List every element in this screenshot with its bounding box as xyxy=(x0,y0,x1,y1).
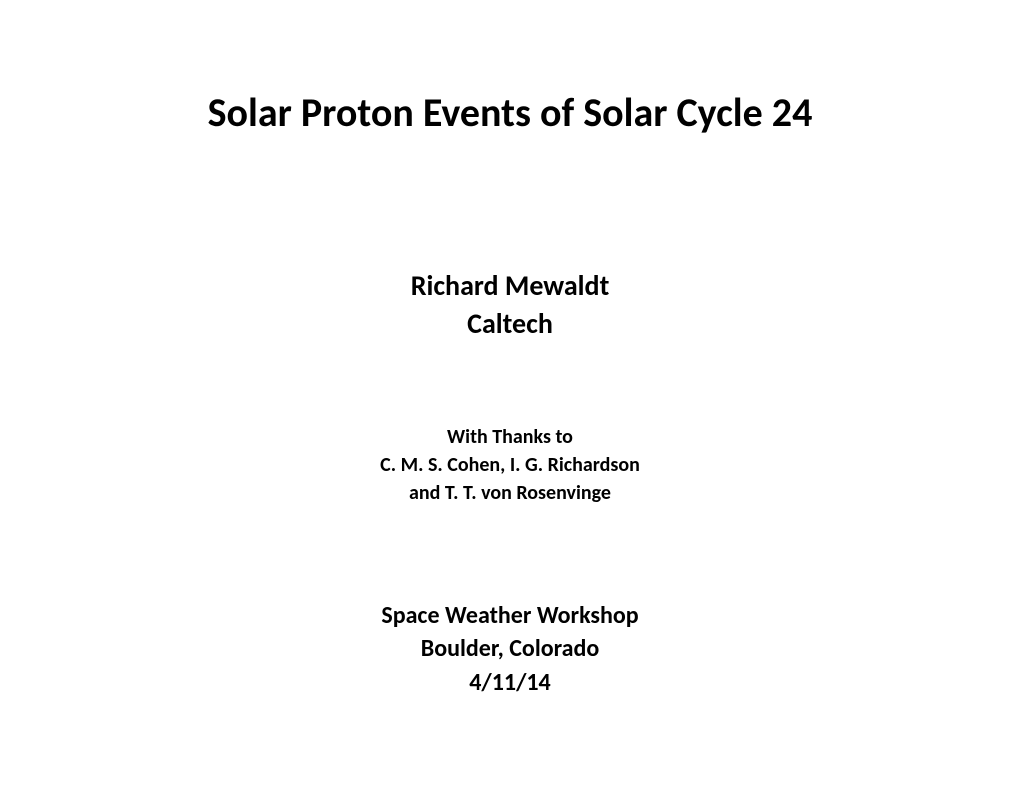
venue-location: Boulder, Colorado xyxy=(0,632,1020,666)
slide-title: Solar Proton Events of Solar Cycle 24 xyxy=(0,88,1020,137)
author-name: Richard Mewaldt xyxy=(0,267,1020,305)
venue-event: Space Weather Workshop xyxy=(0,599,1020,633)
thanks-line3: and T. T. von Rosenvinge xyxy=(0,479,1020,507)
venue-date: 4/11/14 xyxy=(0,666,1020,700)
author-block: Richard Mewaldt Caltech xyxy=(0,267,1020,343)
thanks-line2: C. M. S. Cohen, I. G. Richardson xyxy=(0,451,1020,479)
venue-block: Space Weather Workshop Boulder, Colorado… xyxy=(0,599,1020,700)
thanks-block: With Thanks to C. M. S. Cohen, I. G. Ric… xyxy=(0,423,1020,507)
author-affiliation: Caltech xyxy=(0,305,1020,343)
thanks-line1: With Thanks to xyxy=(0,423,1020,451)
slide-container: Solar Proton Events of Solar Cycle 24 Ri… xyxy=(0,0,1020,788)
